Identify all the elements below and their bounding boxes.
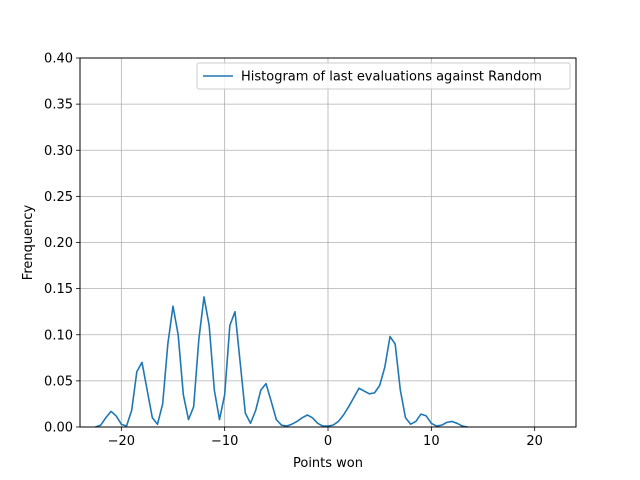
y-tick-label: 0.20: [44, 236, 73, 251]
y-axis-label: Frenquency: [21, 204, 36, 280]
series-layer: [95, 296, 468, 428]
y-tick-label: 0.15: [44, 282, 73, 297]
y-tick-label: 0.25: [44, 190, 73, 205]
x-tick-label: 0: [324, 434, 332, 449]
y-tick-label: 0.30: [44, 144, 73, 159]
x-tick-label: 20: [526, 434, 543, 449]
y-tick-label: 0.40: [44, 52, 73, 67]
y-tick-label: 0.35: [44, 98, 73, 113]
x-axis-ticks: −20 −10 0 10 20: [108, 427, 543, 449]
grid: [80, 57, 576, 428]
y-tick-label: 0.00: [44, 421, 73, 436]
legend-box: [196, 62, 571, 90]
x-tick-label: −10: [211, 434, 238, 449]
series-line: [95, 296, 468, 428]
y-axis-ticks: 0.00 0.05 0.10 0.15 0.20 0.25 0.30 0.35 0.40: [44, 52, 80, 436]
x-tick-label: 10: [423, 434, 440, 449]
y-tick-label: 0.10: [44, 328, 73, 343]
y-tick-label: 0.05: [44, 374, 73, 389]
x-axis-label: Points won: [293, 456, 363, 471]
legend: Histogram of last evaluations against Ra…: [196, 62, 571, 90]
x-tick-label: −20: [108, 434, 135, 449]
legend-entry-label: Histogram of last evaluations against Ra…: [241, 70, 542, 85]
